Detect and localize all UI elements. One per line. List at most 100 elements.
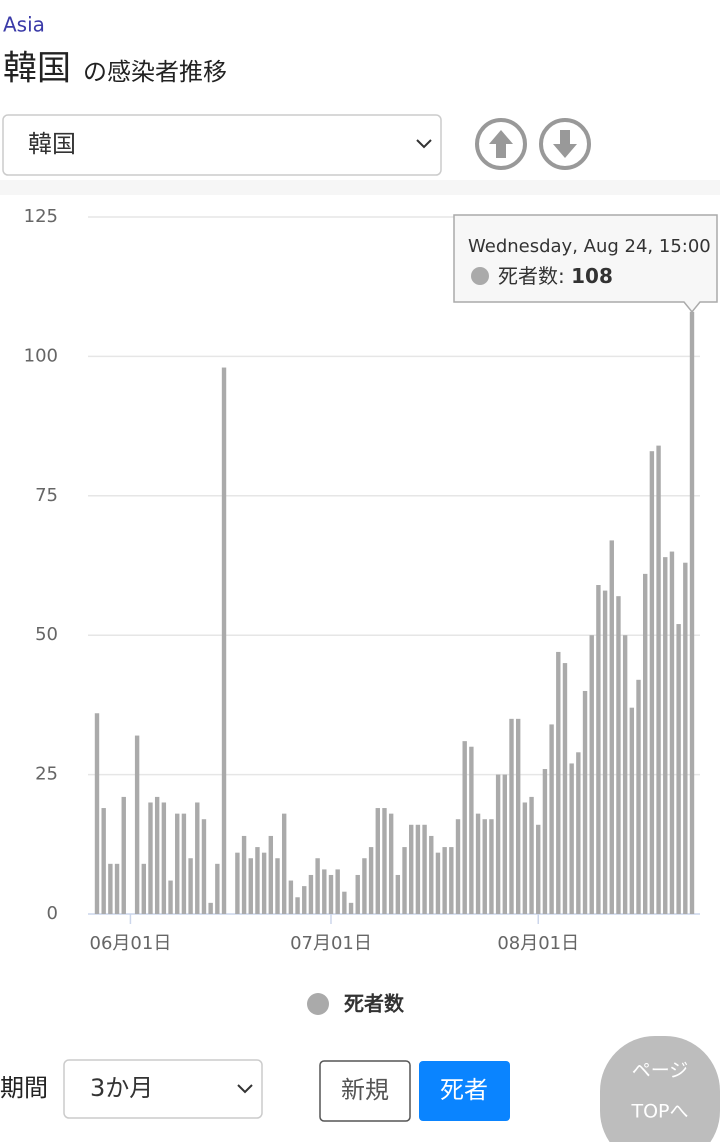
bar	[315, 858, 320, 914]
bar	[616, 596, 621, 914]
period-select[interactable]	[63, 1059, 263, 1119]
bar	[248, 858, 253, 914]
bar	[596, 585, 601, 914]
x-tick-label: 07月01日	[290, 933, 372, 954]
bar	[281, 813, 287, 914]
bar	[375, 808, 380, 914]
bar	[522, 802, 528, 914]
bar	[342, 891, 347, 914]
bar	[275, 858, 280, 914]
country-title: 韓国	[3, 49, 71, 89]
bar	[402, 847, 407, 914]
bar	[141, 863, 146, 914]
bar	[609, 540, 614, 914]
chevron	[416, 139, 432, 149]
y-tick-label: 125	[24, 206, 58, 227]
bar	[636, 679, 641, 914]
tooltip-text: 死者数: 108	[498, 264, 613, 288]
new-button-text: 新規	[341, 1076, 389, 1104]
bar	[241, 835, 247, 914]
bar	[261, 852, 267, 914]
bar	[382, 808, 387, 914]
new-button[interactable]	[319, 1060, 411, 1122]
bar	[215, 863, 220, 914]
bar	[676, 624, 681, 914]
bar	[556, 651, 561, 914]
y-tick-label: 25	[35, 764, 58, 785]
country-select[interactable]	[2, 114, 442, 176]
tooltip-marker	[471, 267, 489, 285]
bar	[482, 819, 487, 914]
y-tick-label: 75	[35, 485, 58, 506]
bar	[622, 635, 628, 914]
bar	[255, 847, 260, 914]
y-tick-label: 100	[24, 345, 58, 366]
period-select-text: 3か月	[90, 1074, 153, 1102]
bar	[569, 763, 574, 914]
bar	[161, 802, 167, 914]
bar	[322, 869, 327, 914]
tooltip-box	[453, 214, 718, 313]
bar	[94, 713, 100, 914]
up-button[interactable]	[475, 118, 527, 170]
x-tick-label: 08月01日	[497, 933, 579, 954]
x-tick-label: 06月01日	[90, 933, 172, 954]
bar	[355, 874, 360, 914]
deaths-button[interactable]	[419, 1061, 510, 1121]
period-label: 期間	[0, 1074, 48, 1102]
page-top-button[interactable]: ページ TOPへ	[600, 1036, 720, 1142]
bar	[175, 813, 180, 914]
bar	[489, 819, 494, 914]
bar	[422, 824, 427, 914]
bar	[629, 707, 635, 914]
bar	[529, 796, 534, 914]
bar	[475, 813, 481, 914]
bar	[368, 847, 374, 914]
bar	[663, 557, 668, 914]
bar	[148, 802, 153, 914]
down-button[interactable]	[539, 118, 591, 170]
bar	[114, 863, 120, 914]
bar	[549, 724, 554, 914]
bar	[188, 858, 193, 914]
bar	[429, 835, 434, 914]
bar	[154, 796, 160, 914]
bar	[683, 562, 688, 914]
bar	[348, 902, 354, 914]
page-top-text: TOPへ	[630, 1101, 688, 1123]
bar	[328, 874, 334, 914]
country-select-text: 韓国	[28, 130, 76, 158]
bar	[362, 858, 367, 914]
tooltip-series: 死者数	[498, 264, 558, 288]
bar	[515, 718, 521, 914]
legend-marker	[307, 993, 329, 1015]
bar	[268, 835, 274, 914]
bar	[536, 824, 541, 914]
chart: 0 25 50 75 100 125 06月01日 07月01日 08月01日 Wednesday…	[24, 206, 718, 954]
bar	[509, 718, 514, 914]
bar	[108, 863, 113, 914]
tooltip-title: Wednesday, Aug 24, 15:00	[468, 236, 711, 257]
bar	[295, 897, 300, 914]
legend-label[interactable]: 死者数	[344, 992, 405, 1016]
bar	[462, 741, 467, 914]
bar	[388, 813, 394, 914]
bar	[395, 874, 401, 914]
tooltip-value: 108	[571, 264, 613, 288]
tooltip: Wednesday, Aug 24, 15:00 死者数: 108	[453, 214, 718, 313]
page-top-text: ページ	[632, 1060, 689, 1082]
bar	[562, 663, 568, 914]
bar	[335, 869, 340, 914]
bar	[656, 445, 661, 914]
deaths-button-text: 死者	[440, 1076, 488, 1104]
bar	[121, 796, 126, 914]
bar	[221, 367, 227, 914]
bar	[435, 852, 441, 914]
bar	[669, 551, 675, 914]
bar	[201, 819, 207, 914]
chevron	[237, 1084, 253, 1094]
region-link[interactable]: Asia	[3, 13, 45, 37]
divider	[0, 180, 720, 195]
bar	[582, 690, 588, 914]
